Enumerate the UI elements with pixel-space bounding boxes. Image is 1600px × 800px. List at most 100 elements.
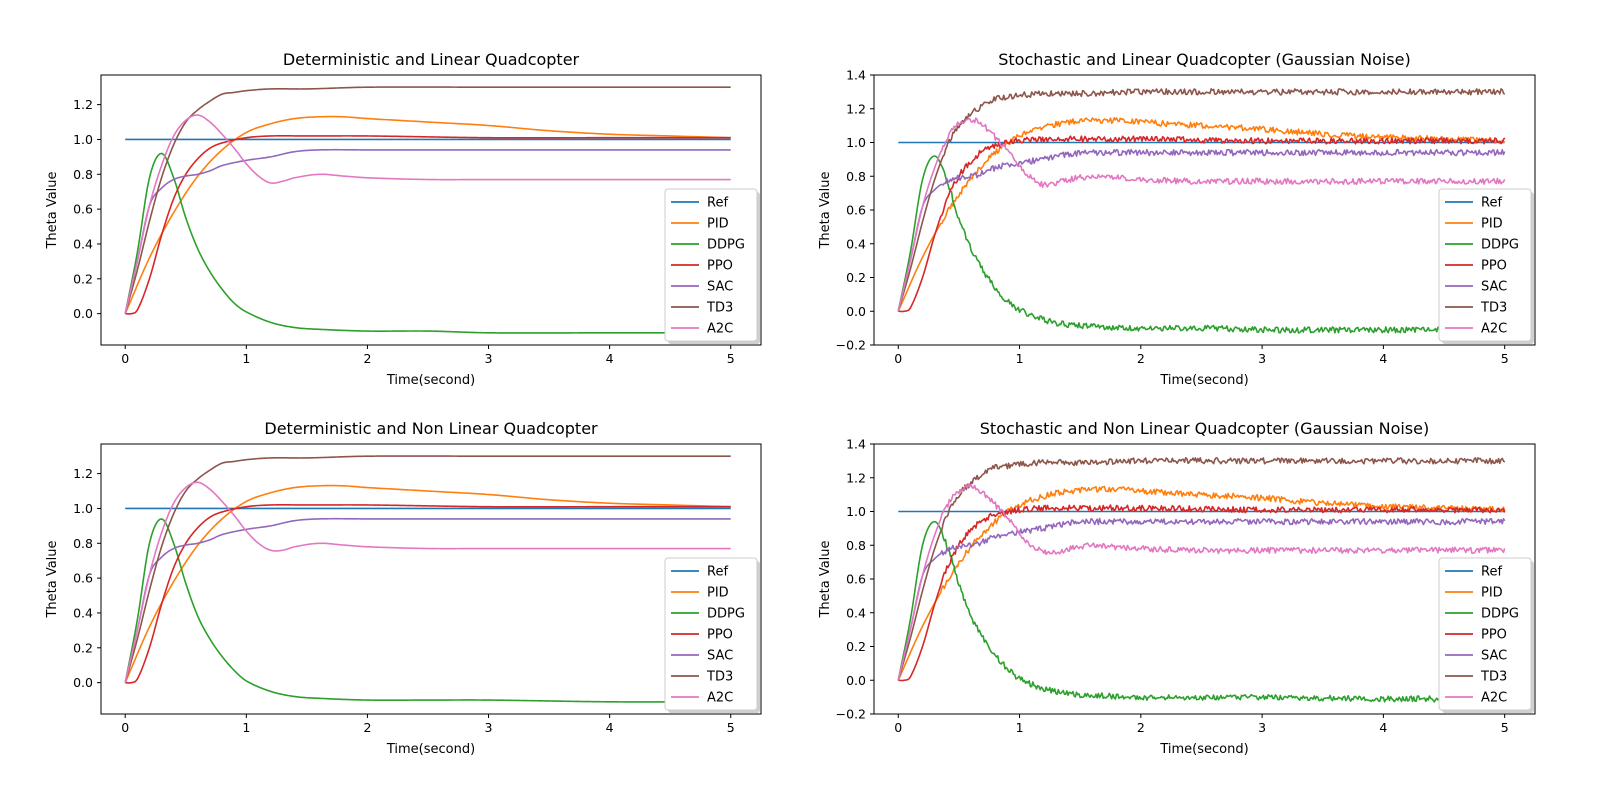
series-line-a2c (897, 117, 1506, 312)
x-tick-label: 2 (363, 351, 371, 366)
series-line-ppo (125, 135, 731, 315)
x-tick-label: 1 (1016, 720, 1024, 735)
y-tick-label: 1.2 (73, 466, 93, 481)
series-line-pid (897, 485, 1506, 681)
y-tick-label: 0.0 (73, 675, 93, 690)
series-line-a2c (124, 114, 731, 314)
axes-frame (100, 443, 762, 715)
legend: Ref PID DDPG PPO SAC TD3 A2C (664, 557, 760, 713)
x-tick-label: 0 (894, 351, 902, 366)
legend-box (1438, 557, 1532, 711)
x-tick-label: 0 (894, 720, 902, 735)
series-line-ppo (125, 504, 731, 684)
y-tick-label: 0.6 (846, 203, 866, 218)
legend-label: PPO (707, 259, 733, 274)
series-line-pid (124, 484, 731, 683)
series-lines (124, 455, 731, 703)
legend-label: A2C (707, 691, 733, 706)
legend-label: TD3 (1480, 301, 1507, 316)
y-tick-label: 0.4 (73, 236, 93, 251)
y-tick-label: 0.2 (73, 640, 93, 655)
y-tick-label: 0.8 (846, 538, 866, 553)
chart-1: Deterministic and Linear Quadcopter 0 1 2 3 4… (45, 50, 762, 388)
y-tick-label: 1.2 (73, 97, 93, 112)
y-tick-label: 0.2 (846, 639, 866, 654)
series-line-td3 (897, 88, 1506, 312)
series-line-a2c (897, 483, 1506, 681)
x-tick-label: 3 (1258, 351, 1266, 366)
x-axis-label: Time(second) (1159, 742, 1248, 757)
legend-label: SAC (707, 649, 733, 664)
legend-label: SAC (707, 280, 733, 295)
legend-label: A2C (1481, 691, 1507, 706)
y-tick-label: 0.0 (846, 673, 866, 688)
x-tick-label: 3 (485, 720, 493, 735)
y-axis-label: Theta Value (818, 540, 833, 618)
y-tick-label: −0.2 (836, 338, 866, 353)
y-tick-label: 0.2 (73, 271, 93, 286)
legend-label: SAC (1481, 649, 1507, 664)
legend-label: PID (707, 586, 729, 601)
legend: Ref PID DDPG PPO SAC TD3 A2C (1438, 557, 1534, 713)
y-tick-label: 1.4 (846, 437, 866, 452)
legend-label: TD3 (1480, 670, 1507, 685)
chart-4: Stochastic and Non Linear Quadcopter (Ga… (818, 419, 1536, 757)
x-tick-label: 1 (242, 351, 250, 366)
legend-label: PID (1481, 586, 1503, 601)
y-tick-label: 1.0 (846, 135, 866, 150)
y-tick-label: −0.2 (836, 707, 866, 722)
x-tick-label: 5 (727, 720, 735, 735)
y-tick-label: 0.4 (73, 605, 93, 620)
y-axis-label: Theta Value (45, 171, 60, 249)
series-line-ddpg (124, 152, 731, 334)
y-tick-label: 1.4 (846, 68, 866, 83)
legend: Ref PID DDPG PPO SAC TD3 A2C (664, 188, 760, 344)
legend-label: PID (1481, 217, 1503, 232)
legend-label: Ref (1481, 565, 1502, 580)
x-tick-label: 4 (606, 720, 614, 735)
x-tick-label: 5 (1501, 351, 1509, 366)
x-tick-label: 0 (121, 351, 129, 366)
legend-label: DDPG (1481, 607, 1519, 622)
x-tick-label: 1 (242, 720, 250, 735)
legend-label: PPO (707, 628, 733, 643)
x-tick-label: 2 (1137, 720, 1145, 735)
x-tick-label: 1 (1016, 351, 1024, 366)
series-line-pid (897, 116, 1506, 312)
series-line-ppo (898, 504, 1506, 682)
series-lines (897, 88, 1506, 334)
legend-box (664, 557, 758, 711)
legend-label: A2C (1481, 322, 1507, 337)
x-tick-label: 3 (485, 351, 493, 366)
series-line-ddpg (897, 155, 1506, 334)
series-line-ddpg (124, 518, 731, 703)
x-tick-label: 3 (1258, 720, 1266, 735)
legend-label: SAC (1481, 280, 1507, 295)
chart-title: Stochastic and Linear Quadcopter (Gaussi… (998, 50, 1410, 69)
x-tick-label: 4 (606, 351, 614, 366)
y-tick-label: 0.8 (846, 169, 866, 184)
x-axis-label: Time(second) (386, 742, 475, 757)
legend-label: DDPG (707, 238, 745, 253)
y-tick-label: 1.0 (73, 132, 93, 147)
y-tick-label: 0.0 (73, 306, 93, 321)
axes-frame (100, 74, 762, 346)
series-line-ddpg (897, 520, 1506, 703)
x-tick-label: 5 (727, 351, 735, 366)
chart-3: Deterministic and Non Linear Quadcopter 0… (45, 419, 762, 757)
legend-label: Ref (1481, 196, 1502, 211)
y-tick-label: 1.0 (846, 504, 866, 519)
series-line-td3 (124, 86, 731, 314)
legend-label: PPO (1481, 628, 1507, 643)
legend-label: TD3 (706, 301, 733, 316)
chart-title: Deterministic and Non Linear Quadcopter (264, 419, 598, 438)
legend-label: A2C (707, 322, 733, 337)
legend-box (664, 188, 758, 342)
x-tick-label: 4 (1379, 351, 1387, 366)
series-line-sac (897, 517, 1506, 681)
legend-label: Ref (707, 565, 728, 580)
y-tick-label: 1.2 (846, 470, 866, 485)
y-tick-label: 0.6 (846, 572, 866, 587)
y-tick-label: 0.0 (846, 304, 866, 319)
